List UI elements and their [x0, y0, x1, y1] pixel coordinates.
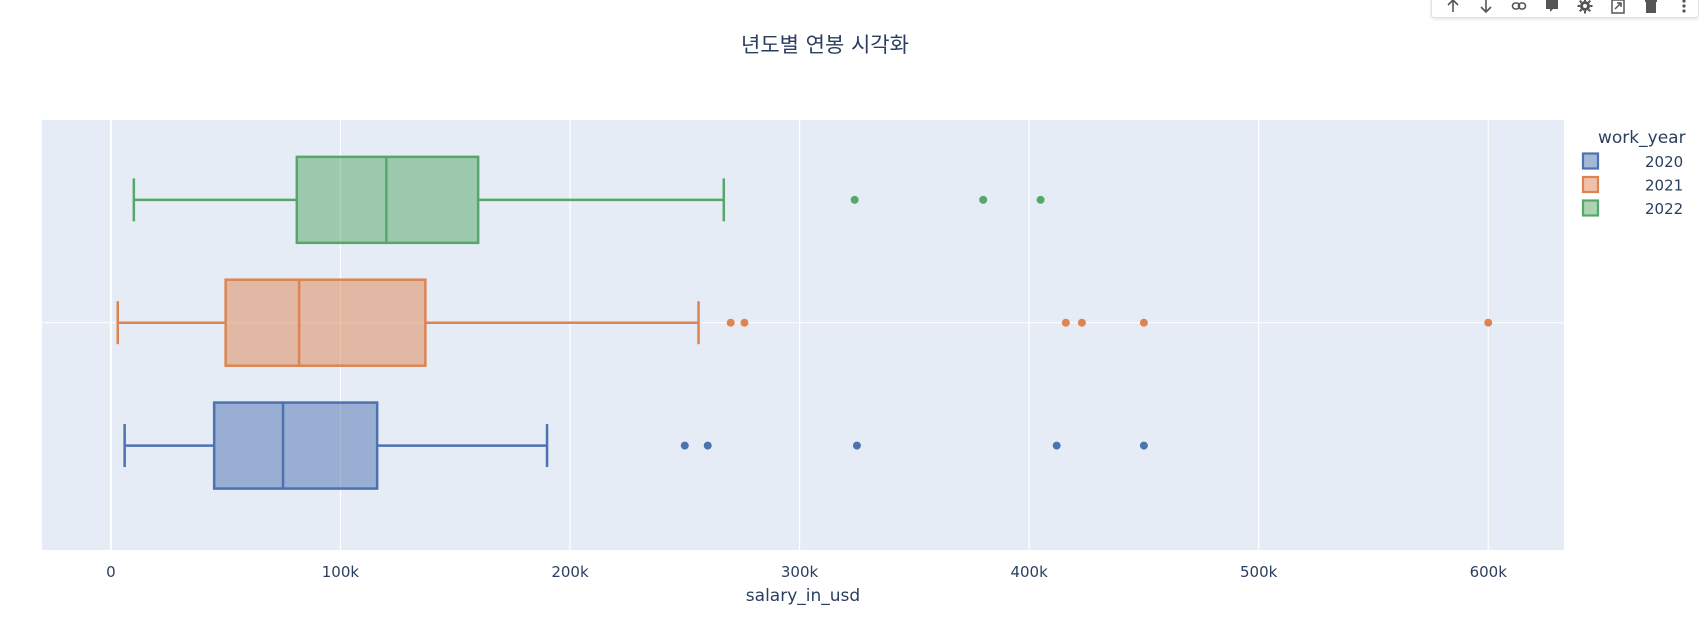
x-tick-label: 200k [551, 563, 589, 581]
trash-icon[interactable] [1636, 0, 1665, 17]
more-icon[interactable] [1669, 0, 1698, 17]
arrow-up-icon[interactable] [1438, 0, 1467, 17]
chart-title: 년도별 연봉 시각화 [741, 33, 909, 57]
outlier-point [740, 318, 749, 327]
outlier-point [726, 318, 735, 327]
gear-icon[interactable] [1570, 0, 1599, 17]
outlier-point [979, 195, 988, 204]
iqr-box [212, 401, 379, 490]
x-tick-label: 400k [1010, 563, 1048, 581]
box-series-group [116, 155, 1493, 490]
outlier-point [1139, 441, 1148, 450]
outlier-point [852, 441, 861, 450]
outlier-point [703, 441, 712, 450]
legend-swatch [1581, 152, 1600, 170]
comment-icon[interactable] [1537, 0, 1566, 17]
legend-label: 2021 [1645, 177, 1683, 195]
outlier-point [1077, 318, 1086, 327]
legend-swatch [1581, 199, 1600, 217]
legend-swatch [1581, 175, 1600, 194]
outlier-point [1036, 195, 1045, 204]
x-tick-label: 300k [781, 563, 819, 581]
x-tick-label: 500k [1240, 563, 1278, 581]
outlier-point [1484, 318, 1493, 327]
box-2021 [116, 278, 1493, 367]
legend-item-2020[interactable]: 2020 [1581, 152, 1683, 171]
outlier-point [850, 195, 859, 204]
x-axis-label: salary_in_usd [746, 586, 860, 606]
x-axis-ticks: 0 100k 200k 300k 400k 500k 600k [106, 563, 1507, 581]
x-tick-label: 100k [322, 563, 360, 581]
x-tick-label: 600k [1470, 563, 1508, 581]
legend[interactable]: work_year 2020 2021 2022 [1581, 128, 1686, 218]
export-icon[interactable] [1603, 0, 1632, 17]
iqr-box [224, 278, 427, 367]
outlier-point [1139, 318, 1148, 327]
legend-item-2021[interactable]: 2021 [1581, 175, 1683, 195]
outlier-point [1061, 318, 1070, 327]
legend-label: 2020 [1645, 153, 1683, 171]
cell-toolbar [1431, 0, 1699, 18]
box-2022 [132, 155, 1045, 245]
legend-item-2022[interactable]: 2022 [1581, 199, 1683, 218]
outlier-point [680, 441, 689, 450]
outlier-point [1052, 441, 1061, 450]
arrow-down-icon[interactable] [1471, 0, 1500, 17]
legend-title: work_year [1598, 128, 1686, 148]
legend-label: 2022 [1645, 200, 1683, 218]
x-tick-label: 0 [106, 563, 116, 581]
link-icon[interactable] [1504, 0, 1533, 17]
box-2020 [123, 401, 1148, 490]
